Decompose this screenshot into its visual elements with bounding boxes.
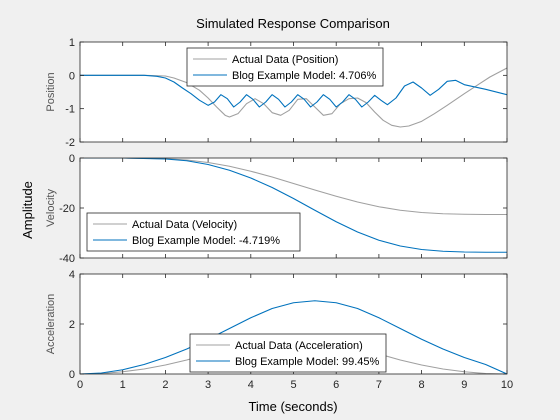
subplot-velocity: -40 -20 0 Velocity Actual Data (Velocity) Blo… [45, 153, 508, 265]
legend-entry: Blog Example Model: 99.45% [235, 356, 380, 368]
series-line-model [80, 158, 507, 253]
y-tick-label: -2 [65, 137, 75, 149]
x-tick-label: 10 [501, 379, 513, 391]
x-axis-label: Time (seconds) [248, 399, 337, 414]
series-line-model [80, 74, 507, 108]
legend-box [189, 333, 387, 373]
y-tick-label: 1 [69, 37, 75, 49]
legend-entry: Actual Data (Position) [232, 54, 338, 66]
x-tick-label: 5 [290, 379, 296, 391]
x-tick-label: 7 [376, 379, 382, 391]
x-tick-label: 3 [205, 379, 211, 391]
y-tick-label: -1 [65, 104, 75, 116]
x-tick-label: 4 [248, 379, 254, 391]
series-line-actual [80, 158, 507, 216]
legend: Actual Data (Velocity) Blog Example Model… [86, 212, 301, 252]
chart-title: Simulated Response Comparison [196, 16, 390, 31]
y-axis-label: Acceleration [45, 294, 57, 355]
series-lines [80, 158, 507, 253]
legend-entry: Actual Data (Acceleration) [235, 340, 363, 352]
x-tick-label: 2 [162, 379, 168, 391]
legend: Actual Data (Position) Blog Example Model… [186, 47, 384, 87]
y-tick-label: -40 [59, 253, 75, 265]
series-lines [80, 67, 507, 128]
y-tick-label: -20 [59, 203, 75, 215]
series-line-model [80, 300, 507, 374]
y-tick-label: 0 [69, 153, 75, 165]
x-tick-label: 1 [120, 379, 126, 391]
y-axis-label: Velocity [45, 189, 57, 227]
y-tick-label: 4 [69, 269, 75, 281]
y-tick-label: 0 [69, 369, 75, 381]
x-tick-label: 9 [461, 379, 467, 391]
legend-entry: Actual Data (Velocity) [132, 219, 237, 231]
y-axis-label: Position [45, 72, 57, 111]
y-tick-label: 2 [69, 319, 75, 331]
subplot-acceleration: 0 1 2 3 4 5 6 7 8 9 10 0 2 4 Acceleration Actual Data (… [45, 269, 513, 391]
y-tick-label: 0 [69, 70, 75, 82]
legend: Actual Data (Acceleration) Blog Example M… [189, 333, 387, 373]
shared-y-axis-label: Amplitude [20, 181, 35, 239]
legend-box [86, 212, 301, 252]
subplots-container: -2 -1 0 1 Position Actual Data (Position) Blog… [45, 37, 513, 391]
legend-box [186, 47, 384, 87]
x-tick-label: 6 [333, 379, 339, 391]
legend-entry: Blog Example Model: -4.719% [132, 235, 280, 247]
series-line-actual [80, 67, 507, 128]
x-tick-label: 8 [419, 379, 425, 391]
x-tick-label: 0 [77, 379, 83, 391]
subplot-position: -2 -1 0 1 Position Actual Data (Position) Blog… [45, 37, 508, 149]
legend-entry: Blog Example Model: 4.706% [232, 70, 377, 82]
